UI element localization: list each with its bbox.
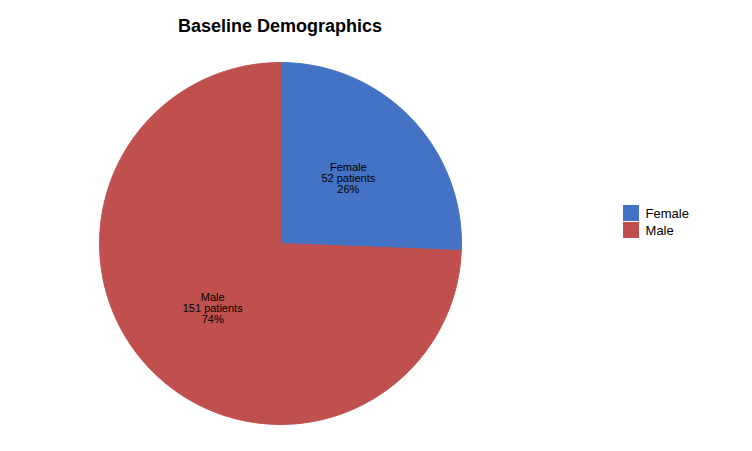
html-text:Baseline Demographics: Baseline Demographics [178, 16, 382, 36]
svg-text:Male151 patients74%: Male151 patients74% [183, 291, 243, 325]
svg-text:Female52 patients26%: Female52 patients26% [321, 161, 375, 195]
html-text:Female: Female [645, 205, 689, 221]
html-text:Male: Male [645, 222, 674, 238]
